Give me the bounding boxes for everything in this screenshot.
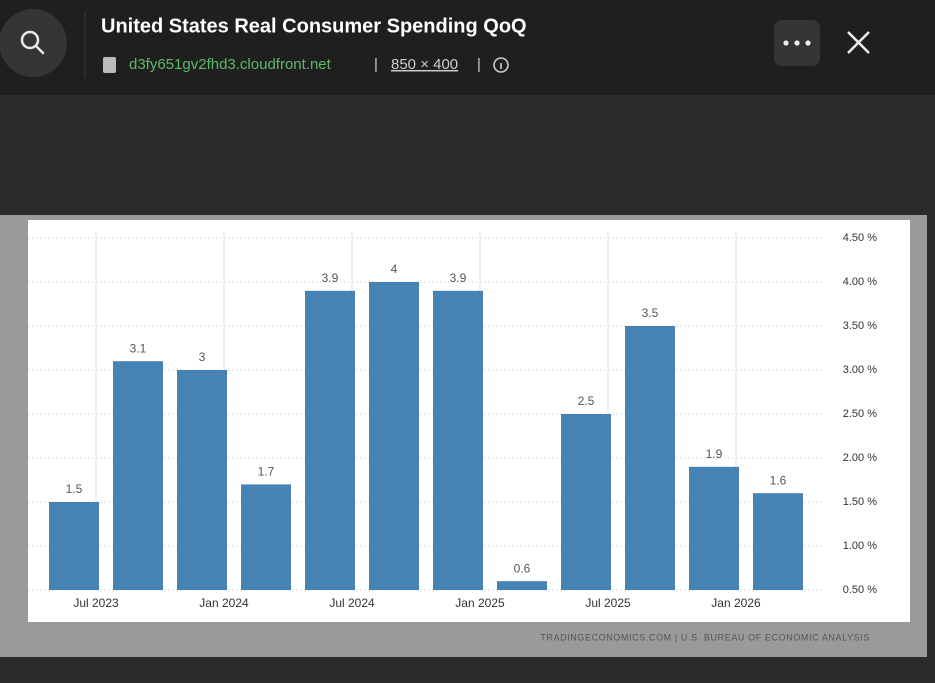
source-link[interactable]: d3fy651gv2fhd3.cloudfront.net [129,56,332,73]
close-button[interactable] [847,31,870,54]
bar [625,326,675,590]
bar [305,290,355,590]
y-tick-label: 1.00 % [843,540,877,552]
x-tick-label: Jul 2024 [329,596,375,610]
x-tick-label: Jul 2025 [585,596,631,610]
data-label: 1.6 [770,473,787,487]
data-label: 1.5 [66,482,83,496]
site-icon [103,57,116,73]
x-tick-label: Jul 2023 [73,596,119,610]
next-arrow[interactable] [874,435,901,481]
x-tick-label: Jan 2024 [199,596,249,610]
x-tick-label: Jan 2026 [711,596,761,610]
separator: | [374,56,378,73]
data-label: 1.9 [706,447,723,461]
y-tick-label: 2.50 % [843,408,877,420]
more-dot [794,40,800,46]
y-tick-label: 3.50 % [843,320,877,332]
data-label: 3.5 [642,306,659,320]
bar [241,484,291,590]
search-icon [34,44,45,55]
bar [689,466,739,590]
bar [753,493,803,590]
image-dimensions[interactable]: 850 × 400 [391,56,458,73]
bar [177,370,227,590]
y-tick-label: 3.00 % [843,364,877,376]
chart-source: TRADINGECONOMICS.COM | U.S. BUREAU OF EC… [540,632,870,642]
image-title: United States Real Consumer Spending QoQ [101,15,527,37]
bar [113,361,163,590]
y-tick-label: 1.50 % [843,496,877,508]
more-dot [805,40,811,46]
more-dot [783,40,789,46]
y-tick-label: 0.50 % [843,584,877,596]
search-button[interactable] [0,9,67,77]
data-label: 3.1 [130,341,147,355]
search-icon [20,30,40,50]
bar [369,282,419,590]
separator: | [477,56,481,73]
data-label: 3.9 [322,271,339,285]
data-label: 1.7 [258,465,275,479]
data-label: 3 [199,350,206,364]
bar [49,502,99,590]
bar [497,581,547,590]
data-label: 2.5 [578,394,595,408]
data-label: 0.6 [514,561,531,575]
bar [433,290,483,590]
y-tick-label: 2.00 % [843,452,877,464]
x-tick-label: Jan 2025 [455,596,505,610]
y-tick-label: 4.00 % [843,276,877,288]
data-label: 3.9 [450,271,467,285]
info-icon[interactable] [493,57,509,73]
data-label: 4 [391,262,398,276]
y-tick-label: 4.50 % [843,232,877,244]
bar [561,414,611,590]
